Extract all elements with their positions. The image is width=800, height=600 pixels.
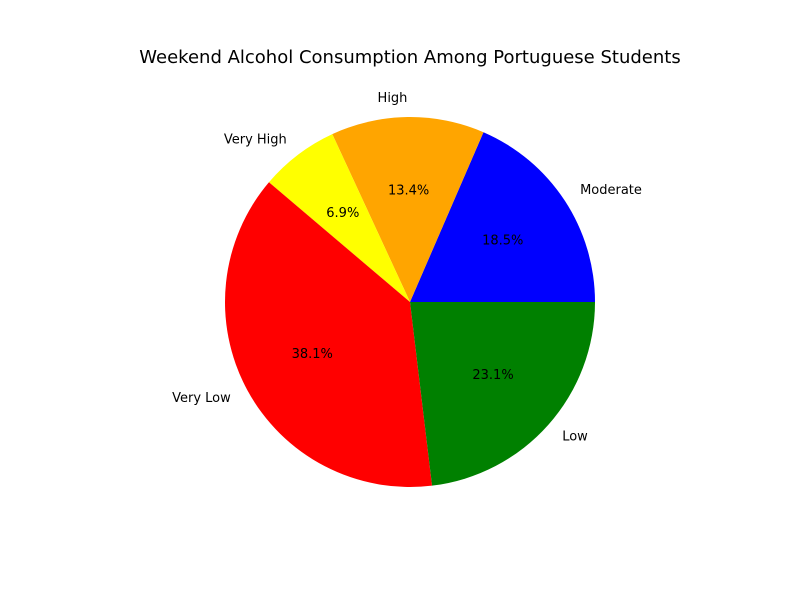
slice-label-moderate: Moderate bbox=[580, 183, 642, 198]
slice-label-low: Low bbox=[562, 430, 588, 445]
chart-title: Weekend Alcohol Consumption Among Portug… bbox=[139, 47, 680, 68]
pie-labels: Moderate 18.5% High 13.4% Very High 6.9% Very … bbox=[172, 91, 642, 445]
slice-label-very-low: Very Low bbox=[172, 391, 231, 406]
pie-slice-very-high bbox=[268, 134, 410, 302]
pie-slices bbox=[224, 117, 595, 488]
slice-label-high: High bbox=[378, 91, 408, 106]
slice-percent-very-low: 38.1% bbox=[292, 347, 333, 362]
pie-slice-moderate bbox=[410, 132, 595, 302]
slice-percent-low: 23.1% bbox=[472, 368, 513, 383]
slice-label-very-high: Very High bbox=[224, 133, 287, 148]
pie-slice-very-low bbox=[224, 182, 433, 488]
pie-slice-low bbox=[410, 302, 595, 486]
slice-percent-moderate: 18.5% bbox=[482, 234, 523, 249]
pie-slice-high bbox=[332, 117, 484, 303]
slice-percent-very-high: 6.9% bbox=[326, 206, 359, 221]
slice-percent-high: 13.4% bbox=[388, 184, 429, 199]
